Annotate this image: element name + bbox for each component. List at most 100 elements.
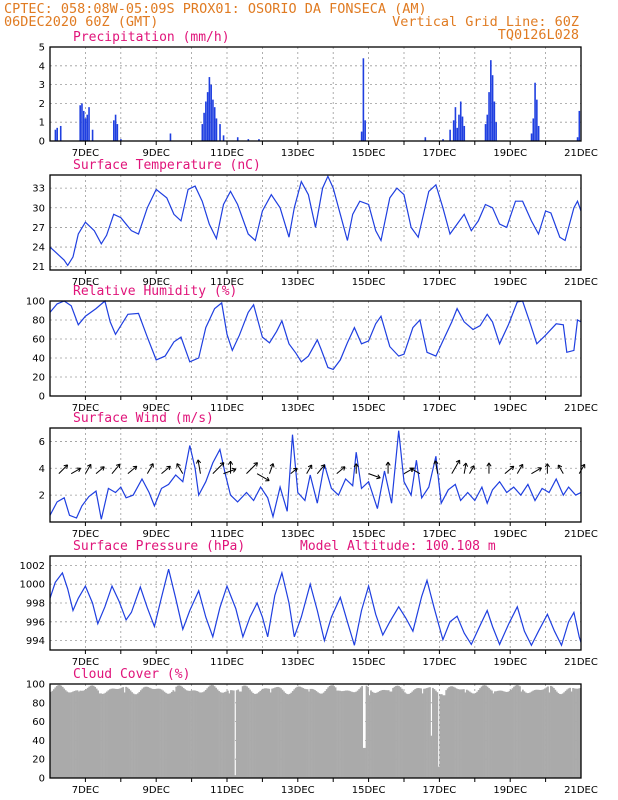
cloud-bar: [61, 686, 64, 778]
precip-bar: [486, 114, 489, 141]
precip-bar: [56, 127, 58, 141]
cloud-bar: [572, 688, 574, 778]
cloud-bar: [191, 690, 194, 778]
cloud-bar: [552, 688, 555, 778]
cloud-bar: [514, 685, 517, 778]
precip-bar: [530, 133, 533, 141]
cloud-bar: [271, 688, 274, 778]
precip-bar: [236, 137, 239, 141]
cloud-bar: [237, 689, 240, 778]
cloud-bar: [188, 690, 191, 778]
precip-bar: [532, 118, 535, 141]
cloud-bar: [122, 687, 125, 778]
cloud-bar: [314, 690, 316, 778]
cloud-bar: [114, 688, 117, 778]
cloud-bar: [134, 694, 136, 778]
precip-bar: [442, 139, 444, 141]
cloud-bar: [154, 688, 157, 778]
precip-bar: [201, 124, 204, 141]
cloud-bar: [66, 691, 68, 778]
wind-arrow: [223, 467, 237, 475]
cloud-bar: [507, 691, 510, 778]
cloud-bar: [197, 691, 200, 778]
cloud-bar: [527, 693, 530, 778]
x-tick-label: 9DEC: [143, 785, 170, 796]
x-tick-label: 11DEC: [210, 148, 244, 159]
cloud-bar: [228, 693, 231, 778]
cloud-bar: [311, 688, 313, 778]
cloud-bar: [355, 691, 358, 778]
precip-bar: [213, 107, 216, 141]
cloud-bar: [100, 693, 102, 778]
cloud-bar: [194, 690, 197, 778]
cloud-bar: [229, 690, 232, 778]
cloud-bar: [104, 692, 107, 778]
header-model-id: TQ0126L028: [498, 27, 579, 43]
cloud-bar: [383, 689, 386, 778]
cloud-bar: [123, 692, 126, 778]
cloud-bar: [153, 689, 156, 778]
cloud-bar: [558, 693, 561, 778]
cloud-bar: [406, 694, 409, 778]
precip-bar: [534, 82, 536, 141]
cloud-bar: [147, 687, 150, 778]
cloud-bar: [437, 766, 440, 778]
cloud-bar: [266, 688, 269, 778]
cloud-bar: [389, 691, 392, 778]
cloud-bar: [163, 691, 166, 778]
precip-bar: [456, 127, 458, 141]
cloud-bar: [482, 685, 484, 778]
precip-bar: [452, 120, 455, 141]
cloud-bar: [246, 686, 248, 778]
wind-arrow: [336, 466, 346, 475]
precip-bar: [449, 129, 451, 141]
cloud-bar: [454, 687, 456, 778]
cloud-bar: [179, 685, 182, 778]
cloud-bar: [536, 689, 539, 778]
wind-arrow: [451, 459, 461, 474]
cloud-bar: [564, 690, 567, 778]
cloud-bar: [501, 690, 504, 778]
cloud-bar: [283, 691, 285, 778]
cloud-bar: [206, 688, 209, 778]
wind-arrow: [269, 463, 275, 474]
cloud-bar: [86, 687, 89, 778]
cloud-bar: [377, 691, 380, 778]
cloud-bar: [555, 691, 558, 778]
cloud-bar: [477, 690, 480, 778]
cloud-bar: [489, 689, 492, 778]
cloud-bar: [538, 689, 540, 778]
precip-bar: [537, 125, 540, 141]
cloud-bar: [260, 689, 263, 778]
cloud-bar: [550, 685, 552, 778]
precip-bar: [203, 112, 205, 141]
x-tick-label: 21DEC: [564, 403, 598, 414]
cloud-bar: [393, 686, 396, 778]
cloud-bar: [244, 685, 247, 778]
precip-bar: [488, 92, 490, 141]
cloud-bar: [395, 685, 397, 778]
header-run-time: 06DEC2020 60Z (GMT): [4, 14, 158, 30]
cloud-bar: [461, 689, 464, 778]
cloud-bar: [151, 688, 154, 778]
cloud-bar: [159, 688, 161, 778]
cloud-bar: [243, 685, 245, 778]
x-tick-label: 19DEC: [493, 148, 527, 159]
panel-title: Surface Temperature (nC): [73, 158, 261, 173]
cloud-bar: [201, 692, 204, 778]
precip-bar: [206, 92, 209, 141]
wind-arrow: [578, 463, 586, 474]
cloud-bar: [231, 690, 234, 778]
x-tick-label: 17DEC: [423, 277, 457, 288]
precip-bar: [79, 105, 81, 141]
cloud-bar: [492, 693, 495, 778]
cloud-bar: [364, 747, 366, 778]
cloud-bar: [443, 695, 446, 778]
cloud-bar: [315, 691, 318, 778]
cloud-bar: [300, 687, 303, 778]
cloud-bar: [263, 688, 266, 778]
cloud-bar: [187, 690, 189, 778]
cloud-bar: [533, 690, 536, 778]
cloud-bar: [303, 688, 306, 778]
cloud-bar: [504, 691, 507, 778]
